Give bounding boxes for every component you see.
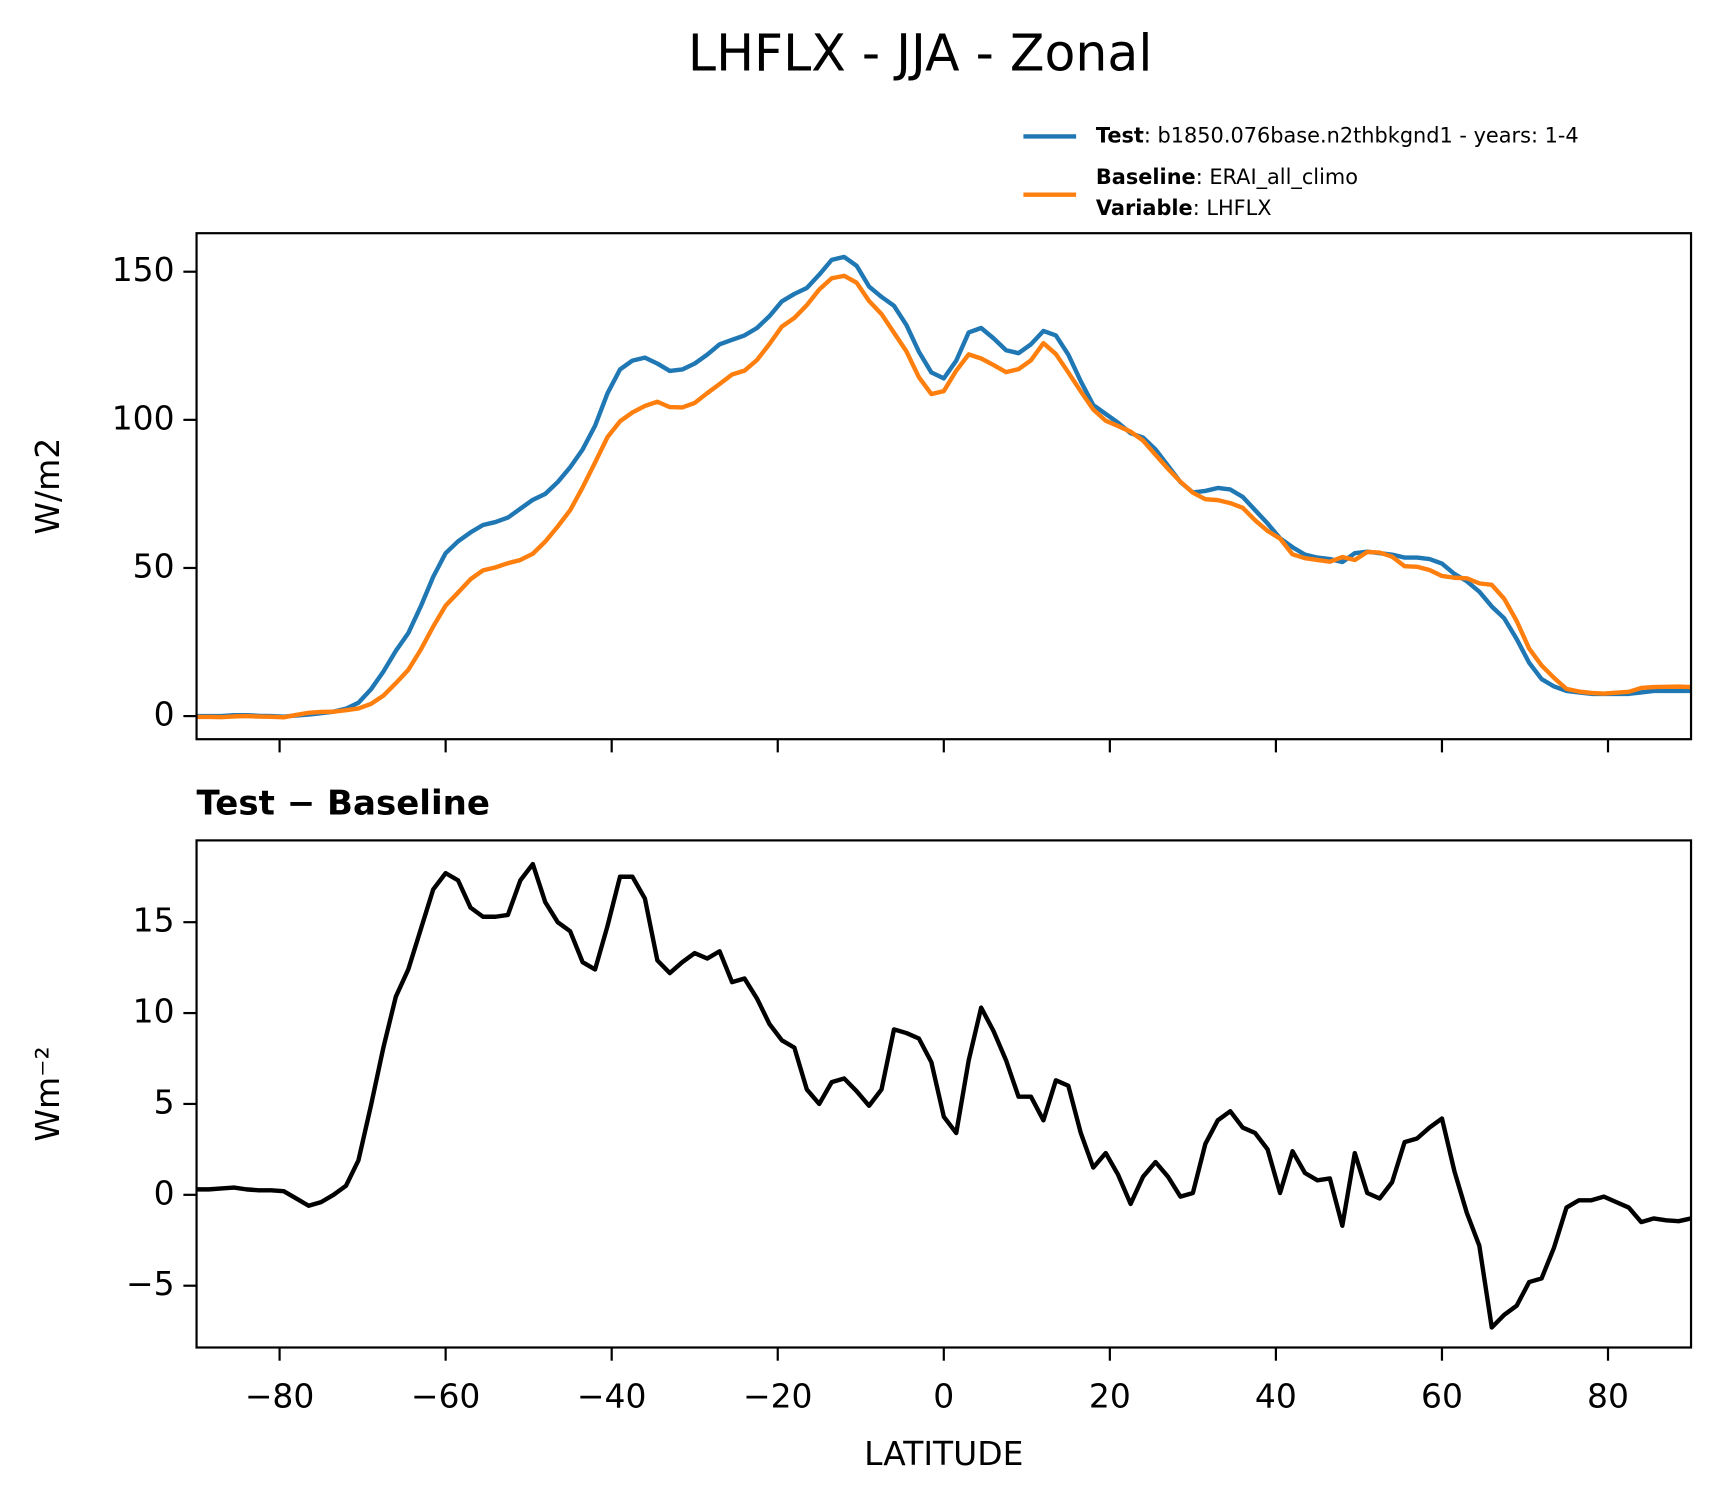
x-tick-label: −20 bbox=[743, 1377, 813, 1416]
y-axis-label: W/m2 bbox=[28, 438, 67, 535]
y-tick-label: −5 bbox=[126, 1264, 175, 1303]
x-tick-label: 40 bbox=[1255, 1377, 1297, 1416]
axes-frame bbox=[195, 839, 1693, 1349]
legend-name: Variable bbox=[1096, 196, 1193, 220]
x-tick-label: −40 bbox=[577, 1377, 647, 1416]
legend-entry: Test: b1850.076base.n2thbkgnd1 - years: … bbox=[1096, 123, 1579, 147]
data-line bbox=[196, 861, 1692, 1330]
subplot-title: Test − Baseline bbox=[197, 784, 490, 824]
y-tick-label: 5 bbox=[154, 1082, 175, 1121]
x-tick-label: 60 bbox=[1421, 1377, 1463, 1416]
y-tick-label: 150 bbox=[112, 250, 175, 289]
legend-text: : b1850.076base.n2thbkgnd1 - years: 1-4 bbox=[1144, 123, 1579, 147]
y-tick-label: 10 bbox=[133, 992, 175, 1031]
y-tick-label: 0 bbox=[154, 695, 175, 734]
x-axis-label: LATITUDE bbox=[864, 1434, 1023, 1473]
x-tick-label: 0 bbox=[933, 1377, 954, 1416]
y-tick-label: 15 bbox=[133, 901, 175, 940]
figure-title: LHFLX - JJA - Zonal bbox=[688, 24, 1152, 83]
y-tick-label: 50 bbox=[133, 546, 175, 585]
legend-entry: Variable: LHFLX bbox=[1096, 196, 1272, 220]
legend-text: : ERAI_all_climo bbox=[1196, 165, 1358, 189]
y-tick-label: 0 bbox=[154, 1173, 175, 1212]
x-tick-label: −80 bbox=[245, 1377, 315, 1416]
y-axis-label: Wm⁻² bbox=[28, 1046, 67, 1141]
data-line bbox=[196, 254, 1692, 719]
x-tick-label: 80 bbox=[1587, 1377, 1629, 1416]
legend-name: Test bbox=[1096, 123, 1144, 147]
legend-name: Baseline bbox=[1096, 165, 1196, 189]
x-tick-label: −60 bbox=[411, 1377, 481, 1416]
y-tick-label: 100 bbox=[112, 398, 175, 437]
legend-text: : LHFLX bbox=[1193, 196, 1272, 220]
legend-entry: Baseline: ERAI_all_climo bbox=[1096, 165, 1358, 189]
axes-frame bbox=[195, 232, 1693, 741]
data-line bbox=[196, 273, 1692, 720]
x-tick-label: 20 bbox=[1089, 1377, 1131, 1416]
